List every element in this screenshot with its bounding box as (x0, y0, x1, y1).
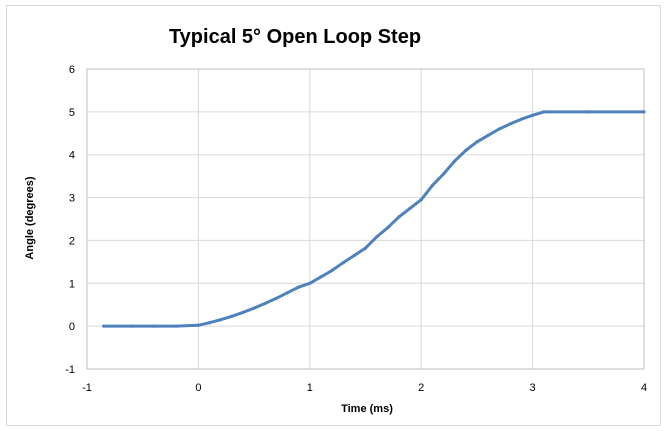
data-point (341, 261, 345, 265)
data-point (274, 296, 278, 300)
series-layer (102, 110, 646, 328)
data-point (330, 268, 334, 273)
chart-title: Typical 5° Open Loop Step (169, 26, 421, 48)
data-point (219, 318, 223, 322)
x-tick-label: 3 (530, 382, 536, 394)
y-tick-label: 6 (69, 64, 75, 76)
data-point (308, 281, 312, 285)
data-point (397, 215, 401, 219)
data-point (464, 148, 468, 153)
series-line (103, 110, 644, 328)
data-point (230, 314, 234, 318)
data-point (263, 301, 267, 306)
x-tick-label: 4 (641, 382, 647, 394)
x-axis-ticks: -1 0 1 2 3 4 (82, 382, 647, 394)
data-point (152, 324, 156, 328)
data-point (285, 291, 290, 295)
data-point (497, 127, 501, 131)
data-point (486, 133, 490, 138)
data-point (363, 246, 368, 250)
data-point (441, 172, 446, 176)
data-point (297, 285, 301, 289)
data-point (352, 253, 356, 258)
data-point (252, 306, 256, 310)
data-point (642, 110, 646, 114)
data-point (519, 117, 524, 121)
y-tick-label: 5 (69, 107, 75, 119)
data-point (542, 110, 546, 114)
data-point (408, 206, 412, 210)
x-axis-title: Time (ms) (341, 403, 393, 415)
y-axis-title: Angle (degrees) (24, 176, 36, 259)
y-tick-label: 2 (69, 235, 75, 247)
y-tick-label: 3 (69, 193, 75, 205)
data-point (102, 324, 106, 328)
plot-area (86, 68, 645, 370)
chart-area: Typical 5° Open Loop Step -1 0 1 2 3 4 5 6 -1 0 1… (6, 5, 661, 426)
data-point (453, 159, 457, 163)
data-point (129, 324, 134, 328)
x-tick-label: -1 (82, 382, 92, 394)
data-point (386, 225, 390, 230)
data-point (586, 110, 590, 114)
data-point (475, 140, 479, 144)
data-point (174, 324, 178, 328)
data-point (531, 113, 535, 117)
data-point (241, 310, 245, 315)
data-point (319, 275, 323, 279)
y-axis-ticks: -1 0 1 2 3 4 5 6 (65, 64, 75, 376)
y-tick-label: -1 (65, 364, 75, 376)
x-tick-label: 2 (418, 382, 424, 394)
data-point (375, 235, 379, 239)
data-point (207, 321, 212, 325)
y-tick-label: 1 (69, 278, 75, 290)
x-tick-label: 1 (307, 382, 313, 394)
x-tick-label: 0 (195, 382, 201, 394)
y-tick-label: 0 (69, 321, 75, 333)
data-point (419, 198, 423, 202)
data-point (196, 323, 200, 327)
y-tick-label: 4 (69, 150, 75, 162)
grid (86, 68, 645, 370)
data-point (430, 183, 434, 188)
chart-svg: Typical 5° Open Loop Step -1 0 1 2 3 4 5 6 -1 0 1… (24, 26, 647, 415)
data-point (508, 122, 512, 126)
